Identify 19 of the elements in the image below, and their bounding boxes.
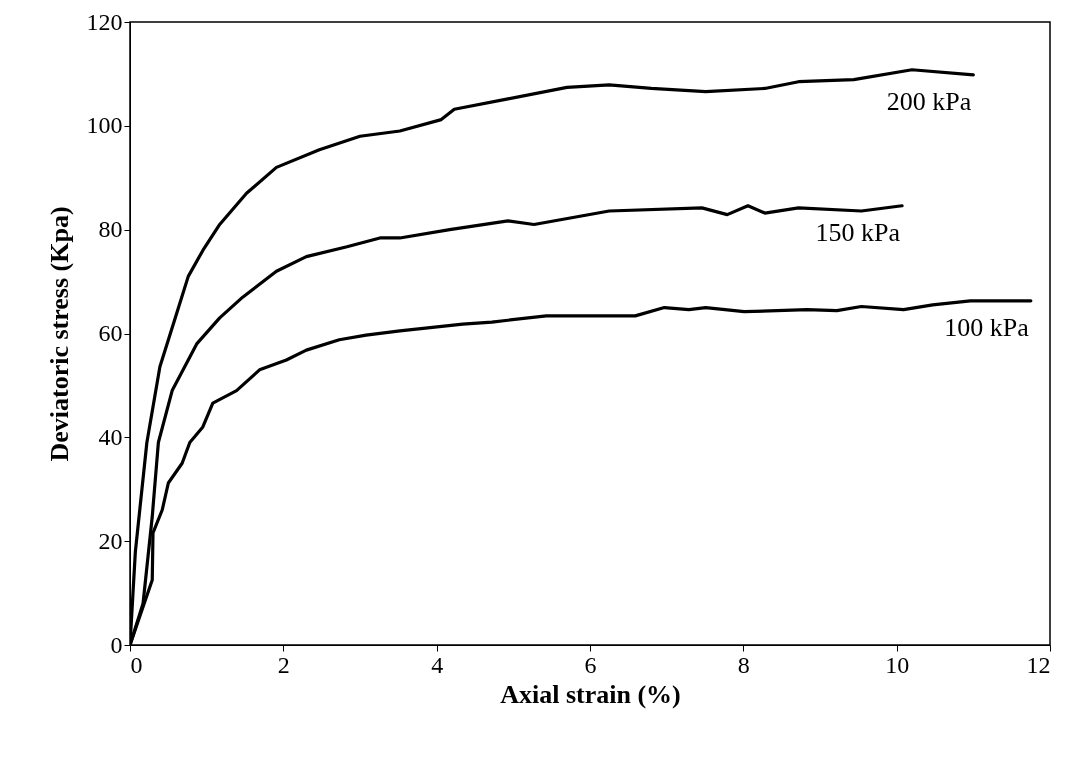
y-tick-label: 120	[86, 8, 123, 35]
y-axis-title: Deviatoric stress (Kpa)	[44, 206, 74, 462]
y-tick-label: 80	[98, 216, 123, 243]
x-tick-label: 4	[431, 651, 444, 678]
x-axis-title: Axial strain (%)	[500, 679, 681, 709]
series-label: 100 kPa	[944, 312, 1030, 342]
x-tick-label: 10	[885, 651, 910, 678]
y-tick-label: 100	[86, 112, 123, 139]
y-tick-label: 0	[110, 631, 123, 658]
x-tick-label: 8	[737, 651, 750, 678]
series-label: 200 kPa	[886, 86, 972, 116]
x-tick-label: 6	[584, 651, 597, 678]
x-tick-label: 2	[277, 651, 290, 678]
y-tick-label: 40	[98, 423, 123, 450]
x-tick-label: 0	[130, 651, 143, 678]
y-tick-label: 60	[98, 320, 123, 346]
y-tick-label: 20	[98, 527, 123, 554]
series-label: 150 kPa	[815, 217, 901, 247]
x-tick-label: 12	[1026, 651, 1051, 678]
